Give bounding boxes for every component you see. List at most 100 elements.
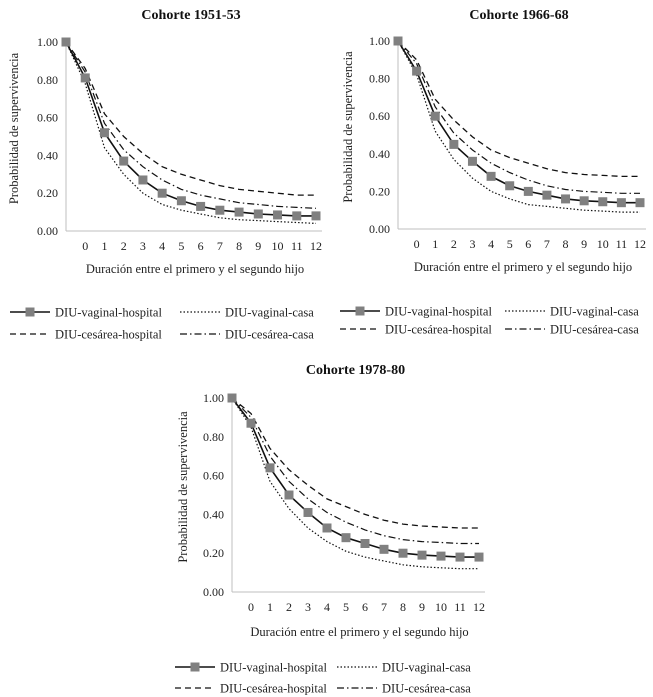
y-tick-label: 0.00 xyxy=(37,224,58,238)
x-tick-label: 7 xyxy=(381,600,387,614)
data-point-marker xyxy=(561,194,571,204)
x-tick-label: 4 xyxy=(159,239,165,253)
data-point-marker xyxy=(412,66,422,76)
x-tick-label: 8 xyxy=(236,239,242,253)
data-point-marker xyxy=(273,210,283,220)
x-tick-label: 2 xyxy=(121,239,127,253)
y-tick-label: 0.40 xyxy=(203,507,224,521)
x-tick-label: 10 xyxy=(435,600,447,614)
y-tick-label: 0.20 xyxy=(203,546,224,560)
data-point-marker xyxy=(523,186,533,196)
data-point-marker xyxy=(157,188,167,198)
x-tick-label: 12 xyxy=(634,237,646,251)
x-tick-label: 11 xyxy=(454,600,466,614)
legend-marker xyxy=(190,662,200,672)
x-tick-label: 12 xyxy=(310,239,322,253)
x-tick-label: 2 xyxy=(286,600,292,614)
series-line-dotted xyxy=(397,40,640,213)
data-point-marker xyxy=(542,190,552,200)
x-tick-label: 1 xyxy=(432,237,438,251)
data-point-marker xyxy=(579,196,589,206)
x-tick-label: 11 xyxy=(291,239,303,253)
chart-title: Cohorte 1966-68 xyxy=(469,8,568,23)
x-tick-label: 3 xyxy=(469,237,475,251)
legend-entry-label: DIU-cesárea-casa xyxy=(382,682,471,696)
series-line-dashdot xyxy=(231,397,479,545)
data-point-marker xyxy=(303,507,313,517)
x-tick-label: 6 xyxy=(362,600,368,614)
data-point-marker xyxy=(417,550,427,560)
data-point-marker xyxy=(311,211,321,221)
y-axis-label: Probabilidad de supervivencia xyxy=(7,52,21,204)
series-line-dashdot xyxy=(65,41,317,209)
legend-marker xyxy=(25,307,35,317)
y-tick-label: 0.40 xyxy=(369,147,390,161)
x-tick-label: 4 xyxy=(324,600,330,614)
x-tick-label: 0 xyxy=(414,237,420,251)
y-axis-label: Probabilidad de supervivencia xyxy=(176,411,190,563)
x-tick-label: 5 xyxy=(343,600,349,614)
x-tick-label: 6 xyxy=(198,239,204,253)
data-point-marker xyxy=(322,523,332,533)
y-tick-label: 0.20 xyxy=(369,184,390,198)
data-point-marker xyxy=(430,111,440,121)
data-point-marker xyxy=(393,36,403,46)
x-axis-label: Duración entre el primero y el segundo h… xyxy=(414,260,632,274)
data-point-marker xyxy=(616,198,626,208)
x-tick-label: 10 xyxy=(597,237,609,251)
x-tick-label: 1 xyxy=(101,239,107,253)
data-point-marker xyxy=(80,73,90,83)
data-point-marker xyxy=(505,181,515,191)
series-line-dashed xyxy=(65,41,316,196)
data-point-marker xyxy=(449,139,459,149)
y-tick-label: 0.60 xyxy=(37,111,58,125)
y-tick-label: 1.00 xyxy=(203,391,224,405)
x-axis-label: Duración entre el primero y el segundo h… xyxy=(250,625,468,639)
data-point-marker xyxy=(138,175,148,185)
data-point-marker xyxy=(635,198,645,208)
data-point-marker xyxy=(246,418,256,428)
legend-entry-label: DIU-cesárea-hospital xyxy=(55,328,162,342)
legend-entry-label: DIU-cesárea-hospital xyxy=(220,682,327,696)
x-tick-label: 0 xyxy=(248,600,254,614)
legend-entry-label: DIU-vaginal-hospital xyxy=(55,306,162,320)
x-tick-label: 8 xyxy=(400,600,406,614)
x-tick-label: 9 xyxy=(419,600,425,614)
y-tick-label: 0.00 xyxy=(369,222,390,236)
data-point-marker xyxy=(341,533,351,543)
data-point-marker xyxy=(455,552,465,562)
legend-entry-label: DIU-cesárea-casa xyxy=(225,328,314,342)
y-tick-label: 1.00 xyxy=(37,35,58,49)
y-tick-label: 0.80 xyxy=(37,73,58,87)
series-line-dotted xyxy=(231,397,479,570)
y-tick-label: 0.40 xyxy=(37,148,58,162)
x-tick-label: 6 xyxy=(525,237,531,251)
data-point-marker xyxy=(436,551,446,561)
x-tick-label: 12 xyxy=(473,600,485,614)
y-tick-label: 0.00 xyxy=(203,585,224,599)
chart-panel-1: Cohorte 1951-53 0.00 0.20 0.40 0.60 0.80 1.00 0… xyxy=(7,8,322,342)
legend-entry-label: DIU-cesárea-casa xyxy=(550,323,639,337)
data-point-marker xyxy=(284,490,294,500)
legend-entry-label: DIU-vaginal-casa xyxy=(225,306,314,320)
data-point-marker xyxy=(99,128,109,138)
legend-entry-label: DIU-vaginal-hospital xyxy=(220,661,327,675)
data-point-marker xyxy=(467,156,477,166)
legend-marker xyxy=(355,306,365,316)
data-point-marker xyxy=(227,393,237,403)
chart-panel-2: Cohorte 1966-68 0.00 0.20 0.40 0.60 0.80 1.00 0… xyxy=(340,8,646,337)
x-tick-label: 11 xyxy=(616,237,628,251)
chart-title: Cohorte 1978-80 xyxy=(306,363,405,378)
legend-entry-label: DIU-vaginal-hospital xyxy=(385,305,492,319)
legend: DIU-vaginal-hospital DIU-vaginal-casa DIU-… xyxy=(175,661,471,696)
x-tick-label: 4 xyxy=(488,237,494,251)
legend-entry-label: DIU-cesárea-hospital xyxy=(385,323,492,337)
data-point-marker xyxy=(215,205,225,215)
data-point-marker xyxy=(474,552,484,562)
y-tick-label: 0.80 xyxy=(203,430,224,444)
data-point-marker xyxy=(292,211,302,221)
y-tick-label: 0.60 xyxy=(203,469,224,483)
data-point-marker xyxy=(196,201,206,211)
y-tick-label: 0.20 xyxy=(37,186,58,200)
x-tick-label: 9 xyxy=(255,239,261,253)
